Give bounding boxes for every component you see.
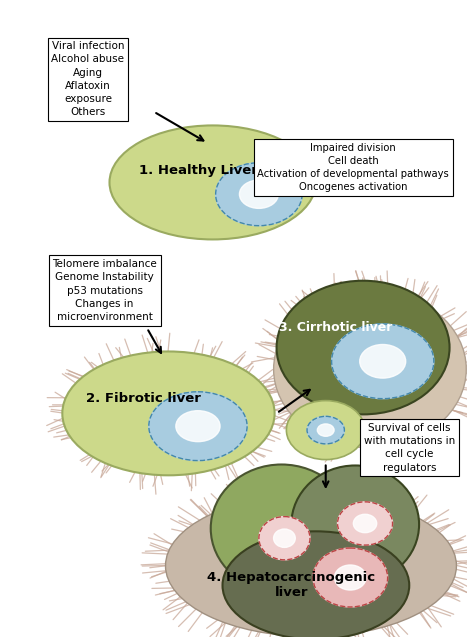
Ellipse shape (62, 352, 274, 475)
Text: 4. Hepatocarcinogenic
liver: 4. Hepatocarcinogenic liver (207, 572, 375, 599)
Ellipse shape (286, 401, 365, 460)
Ellipse shape (222, 531, 409, 639)
Text: Survival of cells
with mutations in
cell cycle
regulators: Survival of cells with mutations in cell… (364, 423, 455, 473)
Ellipse shape (165, 495, 456, 637)
Ellipse shape (332, 324, 434, 399)
Ellipse shape (335, 565, 366, 590)
Ellipse shape (276, 281, 449, 414)
Ellipse shape (149, 392, 247, 460)
Ellipse shape (353, 514, 377, 532)
Ellipse shape (273, 529, 295, 547)
Ellipse shape (360, 345, 406, 378)
Ellipse shape (239, 180, 278, 208)
Ellipse shape (273, 291, 466, 448)
Ellipse shape (317, 424, 334, 437)
Text: Telomere imbalance
Genome Instability
p53 mutations
Changes in
microenvironment: Telomere imbalance Genome Instability p5… (52, 259, 157, 322)
Ellipse shape (292, 466, 419, 583)
Text: 3. Cirrhotic liver: 3. Cirrhotic liver (279, 322, 392, 334)
Ellipse shape (216, 163, 302, 226)
Text: 1. Healthy Liver: 1. Healthy Liver (138, 164, 257, 177)
Ellipse shape (176, 411, 220, 442)
Text: Impaired division
Cell death
Activation of developmental pathways
Oncogenes acti: Impaired division Cell death Activation … (257, 143, 449, 192)
Ellipse shape (211, 464, 352, 592)
Ellipse shape (259, 516, 310, 560)
Ellipse shape (109, 125, 316, 239)
Text: Viral infection
Alcohol abuse
Aging
Aflatoxin
exposure
Others: Viral infection Alcohol abuse Aging Afla… (51, 41, 124, 117)
Ellipse shape (313, 548, 388, 607)
Ellipse shape (337, 502, 392, 545)
Ellipse shape (307, 416, 345, 444)
Text: 2. Fibrotic liver: 2. Fibrotic liver (86, 392, 201, 405)
